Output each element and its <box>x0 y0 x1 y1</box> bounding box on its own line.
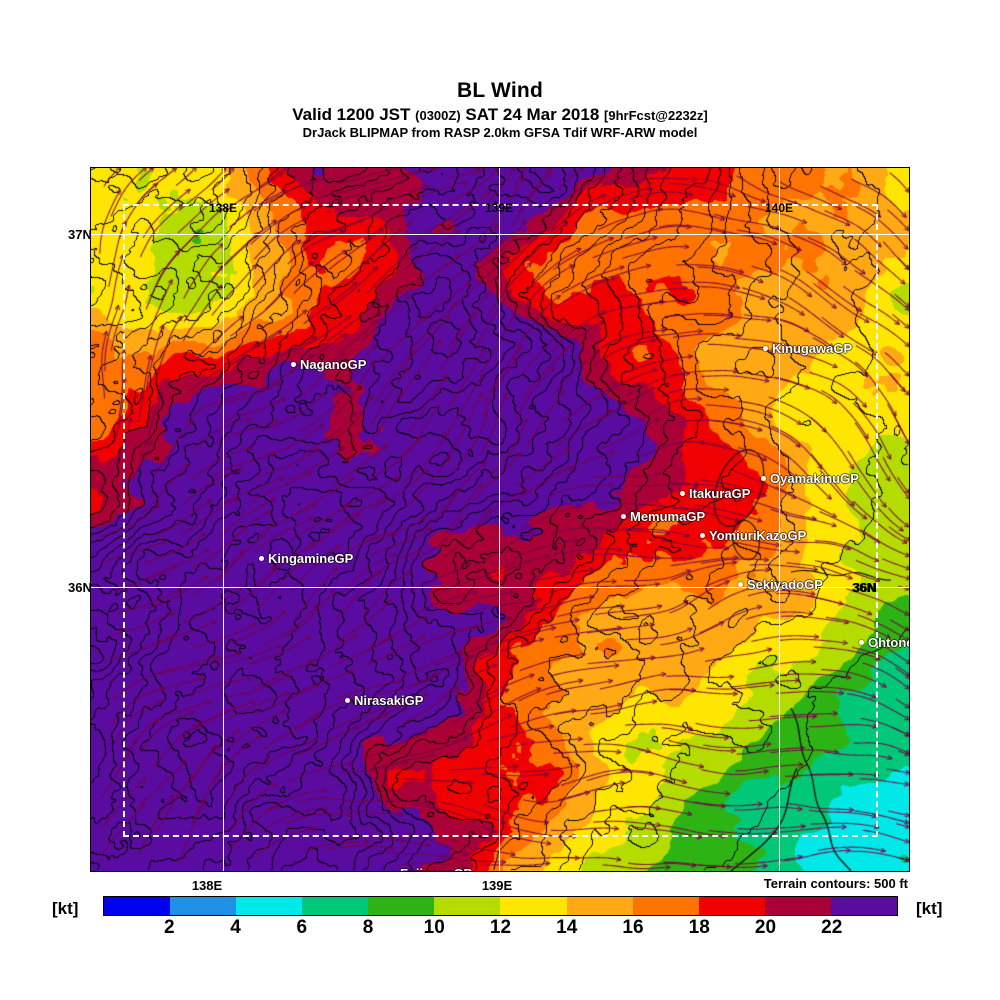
map-lat-label-36n-inner: 36N <box>853 580 877 595</box>
colorbar-tick-6: 6 <box>296 917 308 938</box>
axis-lat-label-36n-right: 36N <box>852 580 876 595</box>
colorbar-swatch-8 <box>632 897 699 915</box>
colorbar-swatch-7 <box>566 897 633 915</box>
valid-time-utc: (0300Z) <box>415 108 461 124</box>
weather-map[interactable]: 138E 139E 140E 36N NaganoGP KinugawaGP O… <box>90 167 910 872</box>
forecast-tag: [9hrFcst@2232z] <box>604 108 708 124</box>
colorbar-unit-left: [kt] <box>52 899 79 918</box>
colorbar-gradient <box>103 896 898 916</box>
colorbar-tick-18: 18 <box>688 917 710 938</box>
axis-lon-label-139e-bottom: 139E <box>481 878 513 893</box>
colorbar-swatch-1 <box>170 897 237 915</box>
model-description: DrJack BLIPMAP from RASP 2.0km GFSA Tdif… <box>302 124 698 140</box>
valid-date: SAT 24 Mar 2018 <box>465 105 600 125</box>
colorbar-tick-8: 8 <box>362 917 374 938</box>
colorbar-swatch-5 <box>434 897 501 915</box>
colorbar-tick-4: 4 <box>230 917 241 938</box>
valid-time-line: Valid 1200 JST (0300Z) SAT 24 Mar 2018 [… <box>0 106 1000 124</box>
colorbar-swatch-6 <box>500 897 567 915</box>
station-marker-icon <box>391 871 396 872</box>
colorbar-tick-12: 12 <box>489 917 512 938</box>
colorbar-tick-14: 14 <box>556 917 578 938</box>
colorbar-tick-labels: 2 4 6 8 10 12 14 16 18 20 22 <box>103 917 898 941</box>
colorbar-tick-20: 20 <box>754 917 777 938</box>
wind-speed-raster <box>91 168 909 871</box>
map-lon-label-139e: 139E <box>484 201 514 215</box>
colorbar-swatch-4 <box>368 897 435 915</box>
colorbar-swatch-3 <box>302 897 369 915</box>
colorbar-swatch-2 <box>236 897 303 915</box>
valid-time-prefix: Valid 1200 JST <box>292 105 411 125</box>
colorbar-swatch-9 <box>698 897 765 915</box>
map-lon-label-140e: 140E <box>764 201 794 215</box>
page-title: BL Wind <box>457 79 543 102</box>
colorbar-tick-2: 2 <box>163 917 175 938</box>
axis-lat-label-37n-left: 37N <box>68 227 92 242</box>
colorbar-tick-16: 16 <box>622 917 644 938</box>
colorbar-tick-22: 22 <box>821 917 843 938</box>
colorbar-legend: [kt] 2 4 6 8 10 12 14 16 18 20 22 [kt] <box>0 893 1000 943</box>
axis-lat-label-36n-left: 36N <box>68 580 92 595</box>
colorbar-swatch-11 <box>830 897 897 915</box>
title-block: BL Wind Valid 1200 JST (0300Z) SAT 24 Ma… <box>0 79 1000 140</box>
terrain-contour-note: Terrain contours: 500 ft <box>763 876 908 891</box>
colorbar-swatch-10 <box>764 897 831 915</box>
colorbar-swatch-0 <box>104 897 171 915</box>
axis-lon-label-138e-bottom: 138E <box>191 878 223 893</box>
colorbar-tick-10: 10 <box>423 917 445 938</box>
map-lon-label-138e: 138E <box>208 201 238 215</box>
colorbar-unit-right: [kt] <box>916 899 943 918</box>
